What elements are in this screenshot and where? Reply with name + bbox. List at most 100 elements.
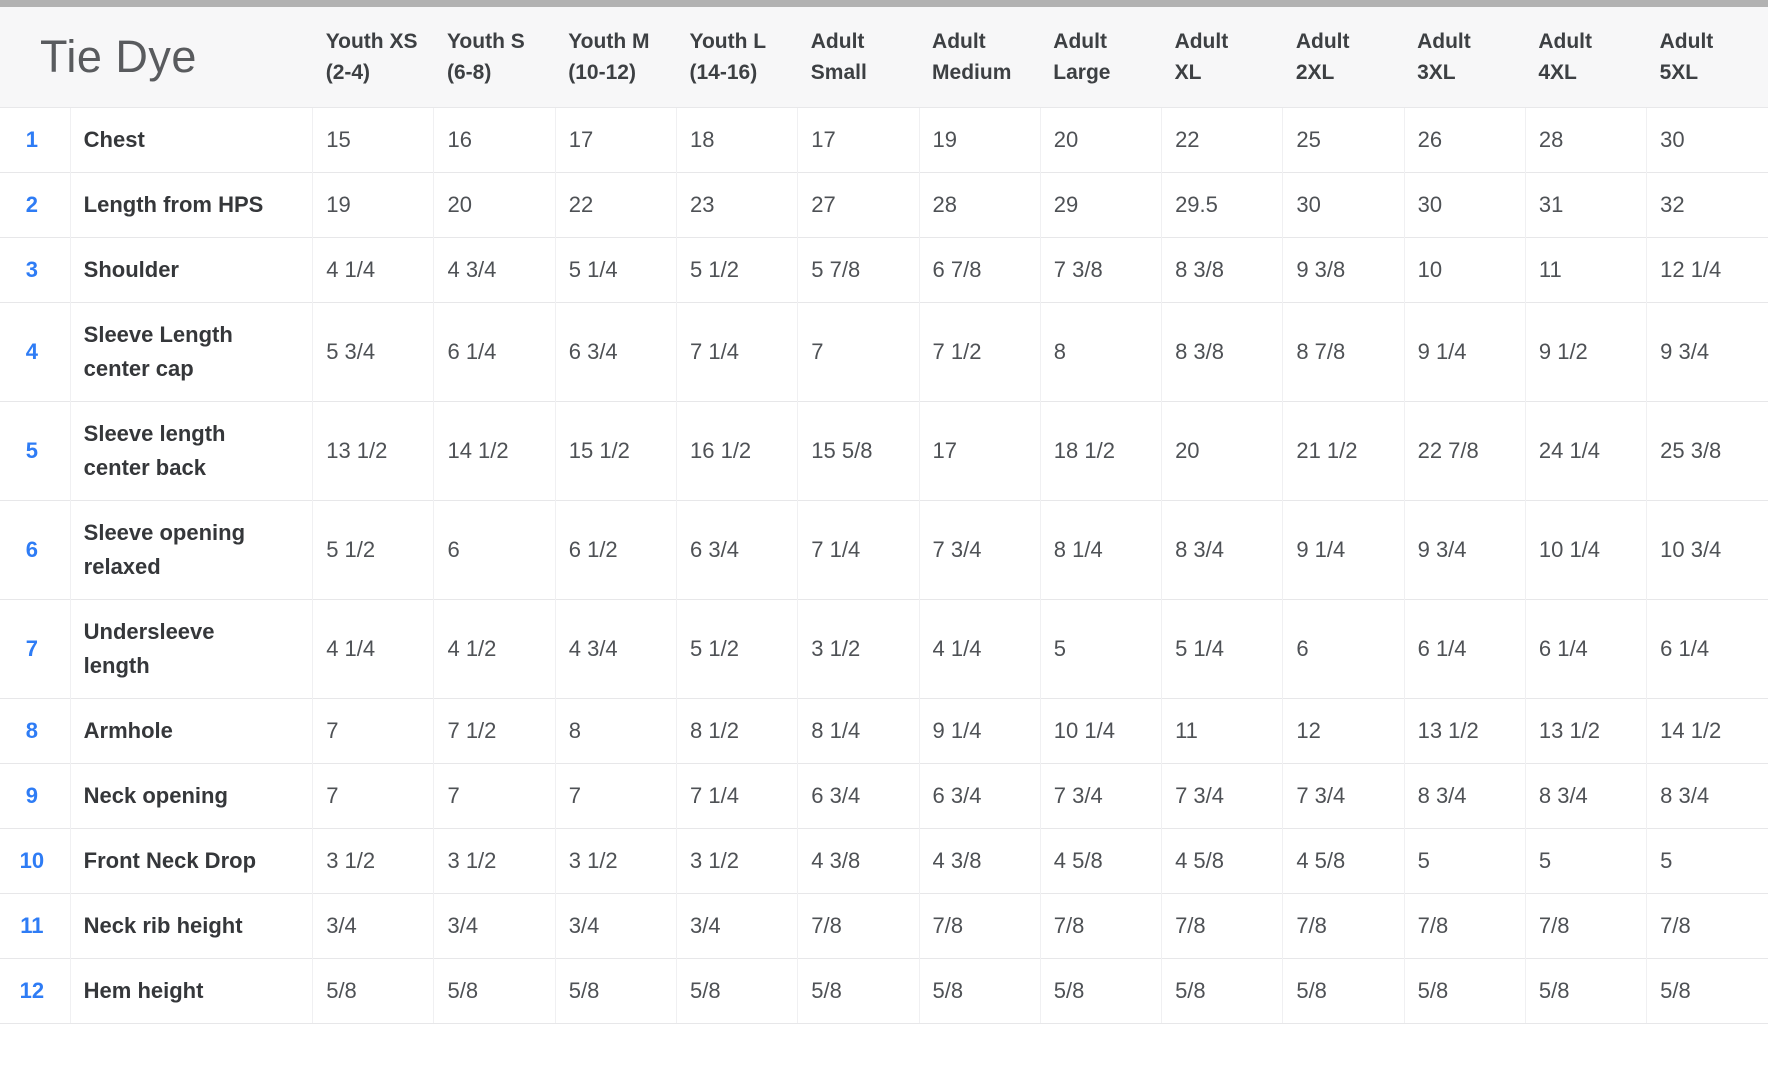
- measurement-cell: 17: [918, 401, 1041, 501]
- measurement-cell: 4 3/4: [554, 599, 677, 699]
- row-label: Sleeve opening relaxed: [69, 500, 313, 600]
- measurement-cell: 8 3/4: [1161, 500, 1283, 600]
- measurement-cell: 4 1/4: [312, 599, 434, 699]
- row-number: 10: [0, 828, 71, 894]
- measurement-cell: 23: [675, 172, 798, 238]
- row-number: 11: [0, 893, 71, 959]
- measurement-cell: 24 1/4: [1524, 401, 1647, 501]
- row-label: Armhole: [69, 698, 313, 764]
- measurement-cell: 4 3/8: [797, 828, 920, 894]
- measurement-cell: 9 1/4: [1403, 302, 1526, 402]
- measurement-cell: 8 3/8: [1161, 237, 1283, 303]
- measurement-cell: 6 7/8: [918, 237, 1041, 303]
- measurement-cell: 5/8: [1403, 958, 1526, 1024]
- column-header-name: Adult: [1417, 30, 1471, 53]
- measurement-cell: 29.5: [1161, 172, 1283, 238]
- measurement-cell: 17: [797, 107, 920, 173]
- column-header: Adult 5XL: [1646, 7, 1768, 108]
- measurement-cell: 19: [312, 172, 434, 238]
- measurement-cell: 18 1/2: [1039, 401, 1162, 501]
- measurement-cell: 11: [1524, 237, 1647, 303]
- column-header-name: Adult: [1174, 30, 1229, 53]
- column-header: Youth S (6-8): [433, 7, 556, 108]
- measurement-cell: 5/8: [312, 958, 434, 1024]
- measurement-cell: 4 1/2: [433, 599, 556, 699]
- row-number: 9: [0, 763, 71, 829]
- measurement-cell: 7 3/4: [918, 500, 1041, 600]
- measurement-cell: 8 3/4: [1403, 763, 1526, 829]
- column-header: Adult 4XL: [1525, 7, 1647, 108]
- measurement-cell: 7: [433, 763, 556, 829]
- measurement-cell: 4 5/8: [1282, 828, 1405, 894]
- column-header-size: XL: [1174, 61, 1202, 84]
- measurement-cell: 4 5/8: [1161, 828, 1283, 894]
- measurement-cell: 15 1/2: [554, 401, 677, 501]
- column-header-size: 5XL: [1659, 61, 1699, 84]
- measurement-cell: 22 7/8: [1403, 401, 1526, 501]
- column-header-name: Adult: [932, 30, 986, 53]
- measurement-cell: 4 5/8: [1039, 828, 1162, 894]
- measurement-cell: 5/8: [1161, 958, 1283, 1024]
- column-header-size: (6-8): [446, 61, 492, 84]
- measurement-cell: 5: [1524, 828, 1647, 894]
- column-header: Adult Medium: [919, 7, 1041, 108]
- measurement-cell: 8 1/4: [1039, 500, 1162, 600]
- measurement-cell: 30: [1282, 172, 1405, 238]
- measurement-cell: 7/8: [1646, 893, 1768, 959]
- row-label: Chest: [69, 107, 313, 173]
- measurement-cell: 3 1/2: [797, 599, 920, 699]
- measurement-cell: 10: [1403, 237, 1526, 303]
- measurement-cell: 17: [554, 107, 677, 173]
- column-header: Adult Small: [797, 7, 920, 108]
- measurement-cell: 8 3/8: [1161, 302, 1283, 402]
- measurement-cell: 12: [1282, 698, 1405, 764]
- measurement-cell: 7 3/4: [1161, 763, 1283, 829]
- measurement-cell: 6 3/4: [554, 302, 677, 402]
- row-label: Shoulder: [69, 237, 313, 303]
- measurement-cell: 7/8: [1039, 893, 1162, 959]
- measurement-cell: 8 3/4: [1646, 763, 1768, 829]
- measurement-cell: 3/4: [675, 893, 798, 959]
- measurement-cell: 5/8: [918, 958, 1041, 1024]
- measurement-cell: 7 1/2: [918, 302, 1041, 402]
- measurement-cell: 6: [433, 500, 556, 600]
- measurement-cell: 13 1/2: [312, 401, 434, 501]
- measurement-cell: 6 1/4: [1403, 599, 1526, 699]
- measurement-cell: 14 1/2: [433, 401, 556, 501]
- measurement-cell: 6 1/4: [433, 302, 556, 402]
- measurement-cell: 6 1/4: [1524, 599, 1647, 699]
- row-label: Front Neck Drop: [69, 828, 313, 894]
- column-header-name: Youth L: [689, 30, 767, 53]
- measurement-cell: 3 1/2: [554, 828, 677, 894]
- table-row: 10 Front Neck Drop 3 1/2 3 1/2 3 1/2 3 1/2 4 3…: [0, 828, 1768, 894]
- table-row: 5 Sleeve length center back 13 1/2 14 1/2 15…: [0, 401, 1768, 501]
- measurement-cell: 32: [1646, 172, 1768, 238]
- measurement-cell: 13 1/2: [1524, 698, 1647, 764]
- measurement-cell: 26: [1403, 107, 1526, 173]
- column-header-size: Large: [1053, 61, 1111, 84]
- measurement-cell: 27: [797, 172, 920, 238]
- measurement-cell: 5 1/2: [675, 599, 798, 699]
- column-header-name: Adult: [1053, 30, 1107, 53]
- measurement-cell: 29: [1039, 172, 1162, 238]
- measurement-cell: 30: [1646, 107, 1768, 173]
- measurement-cell: 6 3/4: [797, 763, 920, 829]
- measurement-cell: 9 1/4: [918, 698, 1041, 764]
- measurement-cell: 7 1/4: [675, 763, 798, 829]
- measurement-cell: 5 3/4: [312, 302, 434, 402]
- column-header-name: Adult: [1295, 30, 1350, 53]
- measurement-cell: 7/8: [797, 893, 920, 959]
- table-row: 8 Armhole 7 7 1/2 8 8 1/2 8 1/4 9 1/4 10 1/4 11 12…: [0, 698, 1768, 764]
- measurement-cell: 3/4: [312, 893, 434, 959]
- measurement-cell: 19: [918, 107, 1041, 173]
- column-header-size: (10-12): [568, 61, 636, 84]
- measurement-cell: 11: [1161, 698, 1283, 764]
- measurement-cell: 8: [554, 698, 677, 764]
- measurement-cell: 9 3/4: [1646, 302, 1768, 402]
- measurement-cell: 12 1/4: [1646, 237, 1768, 303]
- measurement-cell: 5 1/2: [312, 500, 434, 600]
- measurement-cell: 20: [1039, 107, 1162, 173]
- measurement-cell: 22: [1161, 107, 1283, 173]
- table-body: 1 Chest 15 16 17 18 17 19 20 22 25 26 28 30 2 Length fr…: [0, 107, 1768, 1024]
